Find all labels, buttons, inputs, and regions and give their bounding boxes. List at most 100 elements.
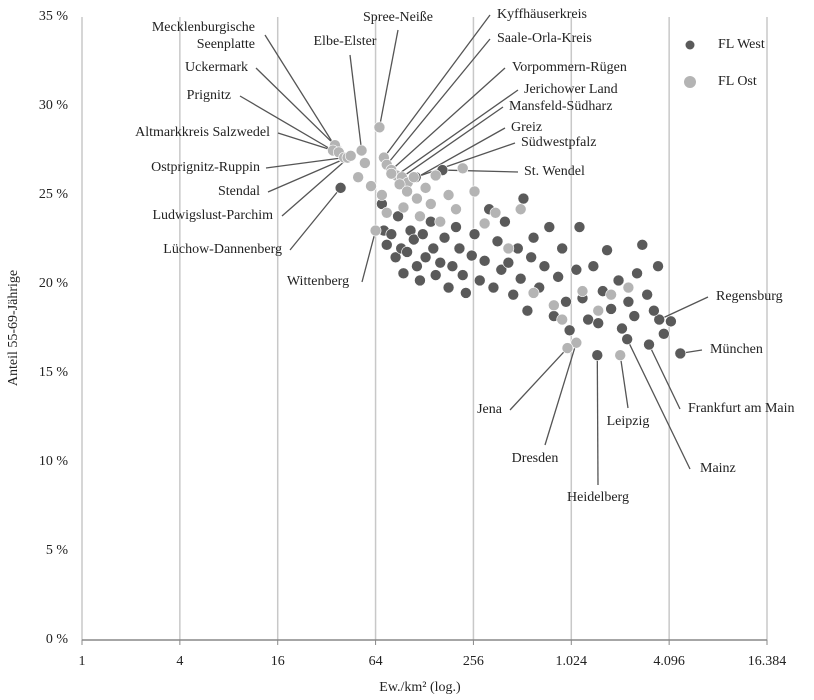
y-tick-label: 30 % <box>39 98 69 113</box>
point <box>605 303 617 315</box>
point <box>648 304 660 317</box>
point <box>411 260 423 273</box>
point <box>652 260 664 273</box>
point-label: Lüchow-Dannenberg <box>163 242 282 257</box>
x-tick-label: 1.024 <box>556 654 588 669</box>
leader-line <box>390 67 506 171</box>
leader-line <box>378 29 399 128</box>
leader-line <box>265 156 345 169</box>
point <box>359 157 371 169</box>
leader-line <box>239 95 334 152</box>
point <box>450 203 462 216</box>
point <box>570 336 583 349</box>
point <box>576 285 589 297</box>
point <box>487 281 500 294</box>
point-label: Südwestpfalz <box>521 135 596 150</box>
point <box>397 267 410 280</box>
point <box>334 182 347 194</box>
leader-line <box>281 155 352 217</box>
point <box>573 221 586 233</box>
point <box>414 210 426 223</box>
point-label: Stendal <box>218 184 260 199</box>
point-label: Elbe-Elster <box>314 34 377 49</box>
point <box>450 221 462 233</box>
point <box>442 281 455 294</box>
point <box>521 304 534 317</box>
point <box>563 324 576 337</box>
leader-line <box>383 14 491 159</box>
point <box>365 180 377 192</box>
point <box>385 167 398 180</box>
leader-line <box>264 34 338 150</box>
point <box>473 274 486 287</box>
point <box>373 121 386 134</box>
point <box>419 251 432 264</box>
point <box>560 295 572 308</box>
x-tick-label: 16.384 <box>748 654 787 669</box>
point <box>658 328 670 340</box>
leader-line <box>626 338 691 470</box>
point-label: München <box>710 342 763 357</box>
leader-line <box>349 54 363 151</box>
point <box>592 317 605 329</box>
point <box>622 281 635 294</box>
y-axis-label: Anteil 55-69-Jährige <box>6 270 21 386</box>
point <box>397 201 410 214</box>
x-tick-label: 64 <box>369 654 383 669</box>
point-label: Saale-Orla-Kreis <box>497 31 592 46</box>
point <box>468 185 481 198</box>
point <box>434 215 447 228</box>
point <box>401 246 413 258</box>
leader-line <box>544 342 577 446</box>
point-label: Prignitz <box>187 88 231 103</box>
point-label: St. Wendel <box>524 164 585 179</box>
point <box>499 215 511 228</box>
point-label: Uckermark <box>185 60 248 75</box>
point <box>641 288 653 301</box>
y-tick-label: 5 % <box>46 543 69 558</box>
point <box>502 256 515 269</box>
point <box>614 349 627 362</box>
point <box>582 313 594 326</box>
point-label: Mansfeld-Südharz <box>509 99 612 114</box>
y-tick-label: 10 % <box>39 454 69 469</box>
point-label: Mainz <box>700 461 736 476</box>
leader-line <box>619 355 629 409</box>
point <box>653 313 666 326</box>
point <box>446 260 459 273</box>
point <box>385 228 398 240</box>
point <box>344 150 357 162</box>
point-label: Altmarkkreis Salzwedel <box>135 125 270 140</box>
point <box>425 198 437 210</box>
x-tick-label: 1 <box>79 654 86 669</box>
point <box>502 242 515 255</box>
point <box>592 304 605 317</box>
point <box>527 287 540 299</box>
point <box>478 217 491 230</box>
point <box>434 256 447 269</box>
point <box>392 210 404 223</box>
point <box>556 242 568 255</box>
point <box>543 221 556 233</box>
leader-line <box>396 89 519 176</box>
x-tick-label: 16 <box>271 654 285 669</box>
point-label: Kyffhäuserkreis <box>497 7 587 22</box>
x-axis-label: Ew./km² (log.) <box>379 680 461 695</box>
point <box>495 263 508 276</box>
point <box>507 288 520 301</box>
point-label: Spree-Neiße <box>363 10 433 25</box>
point <box>514 272 527 285</box>
leader-line <box>255 67 336 146</box>
leader-line <box>361 230 377 283</box>
leader-line <box>386 38 491 166</box>
leader-line <box>658 296 709 321</box>
point <box>408 233 420 246</box>
point <box>369 224 382 237</box>
point-label: Jena <box>477 402 503 417</box>
point <box>429 269 442 281</box>
point <box>548 299 560 312</box>
leader-line <box>442 169 519 173</box>
point <box>527 231 540 244</box>
y-tick-label: 35 % <box>39 9 69 24</box>
